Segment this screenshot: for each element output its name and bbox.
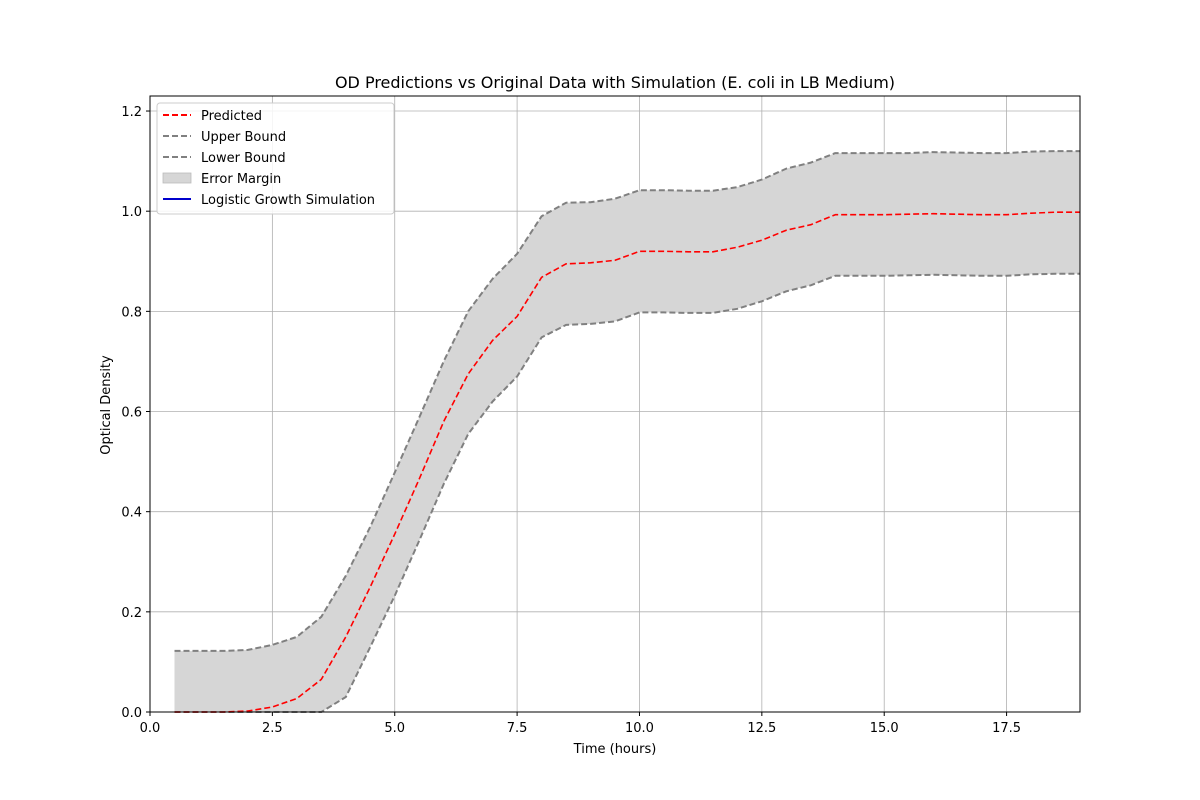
y-axis-label: Optical Density	[99, 355, 114, 455]
series-line-lower-bound	[174, 272, 1080, 713]
y-tick-label: 0.8	[121, 305, 142, 320]
legend-label: Lower Bound	[201, 151, 286, 166]
x-tick-label: 0.0	[140, 721, 161, 736]
y-tick-label: 0.0	[121, 706, 142, 721]
chart-title: OD Predictions vs Original Data with Sim…	[335, 73, 895, 92]
x-tick-label: 15.0	[870, 721, 899, 736]
error-margin-area	[174, 151, 1080, 713]
legend-swatch	[162, 172, 192, 184]
legend-label: Upper Bound	[201, 130, 286, 145]
series-line-predicted	[174, 211, 1080, 713]
x-tick-label: 7.5	[507, 721, 528, 736]
y-tick-label: 0.6	[121, 406, 142, 421]
x-tick-label: 2.5	[262, 721, 283, 736]
x-tick-label: 12.5	[747, 721, 776, 736]
y-tick-label: 0.4	[121, 506, 142, 521]
axes-frame	[149, 95, 1081, 713]
legend-label: Logistic Growth Simulation	[201, 193, 375, 208]
legend-label: Predicted	[201, 109, 262, 124]
x-tick-label: 5.0	[384, 721, 405, 736]
x-axis-label: Time (hours)	[573, 742, 657, 757]
y-tick-label: 1.0	[121, 205, 142, 220]
x-tick-label: 17.5	[992, 721, 1021, 736]
y-tick-label: 0.2	[121, 606, 142, 621]
plot-area: 0.0 2.5 5.0 7.5 10.0 12.5 15.0 17.5 0.0 0.2 0.4 0.6…	[121, 95, 1081, 736]
x-tick-label: 10.0	[625, 721, 654, 736]
legend-box	[156, 102, 395, 215]
series-line-upper-bound	[174, 150, 1080, 652]
y-tick-label: 1.2	[121, 105, 142, 120]
legend-label: Error Margin	[201, 172, 281, 187]
legend: Predicted Upper Bound Lower Bound Error Mar…	[156, 102, 395, 215]
